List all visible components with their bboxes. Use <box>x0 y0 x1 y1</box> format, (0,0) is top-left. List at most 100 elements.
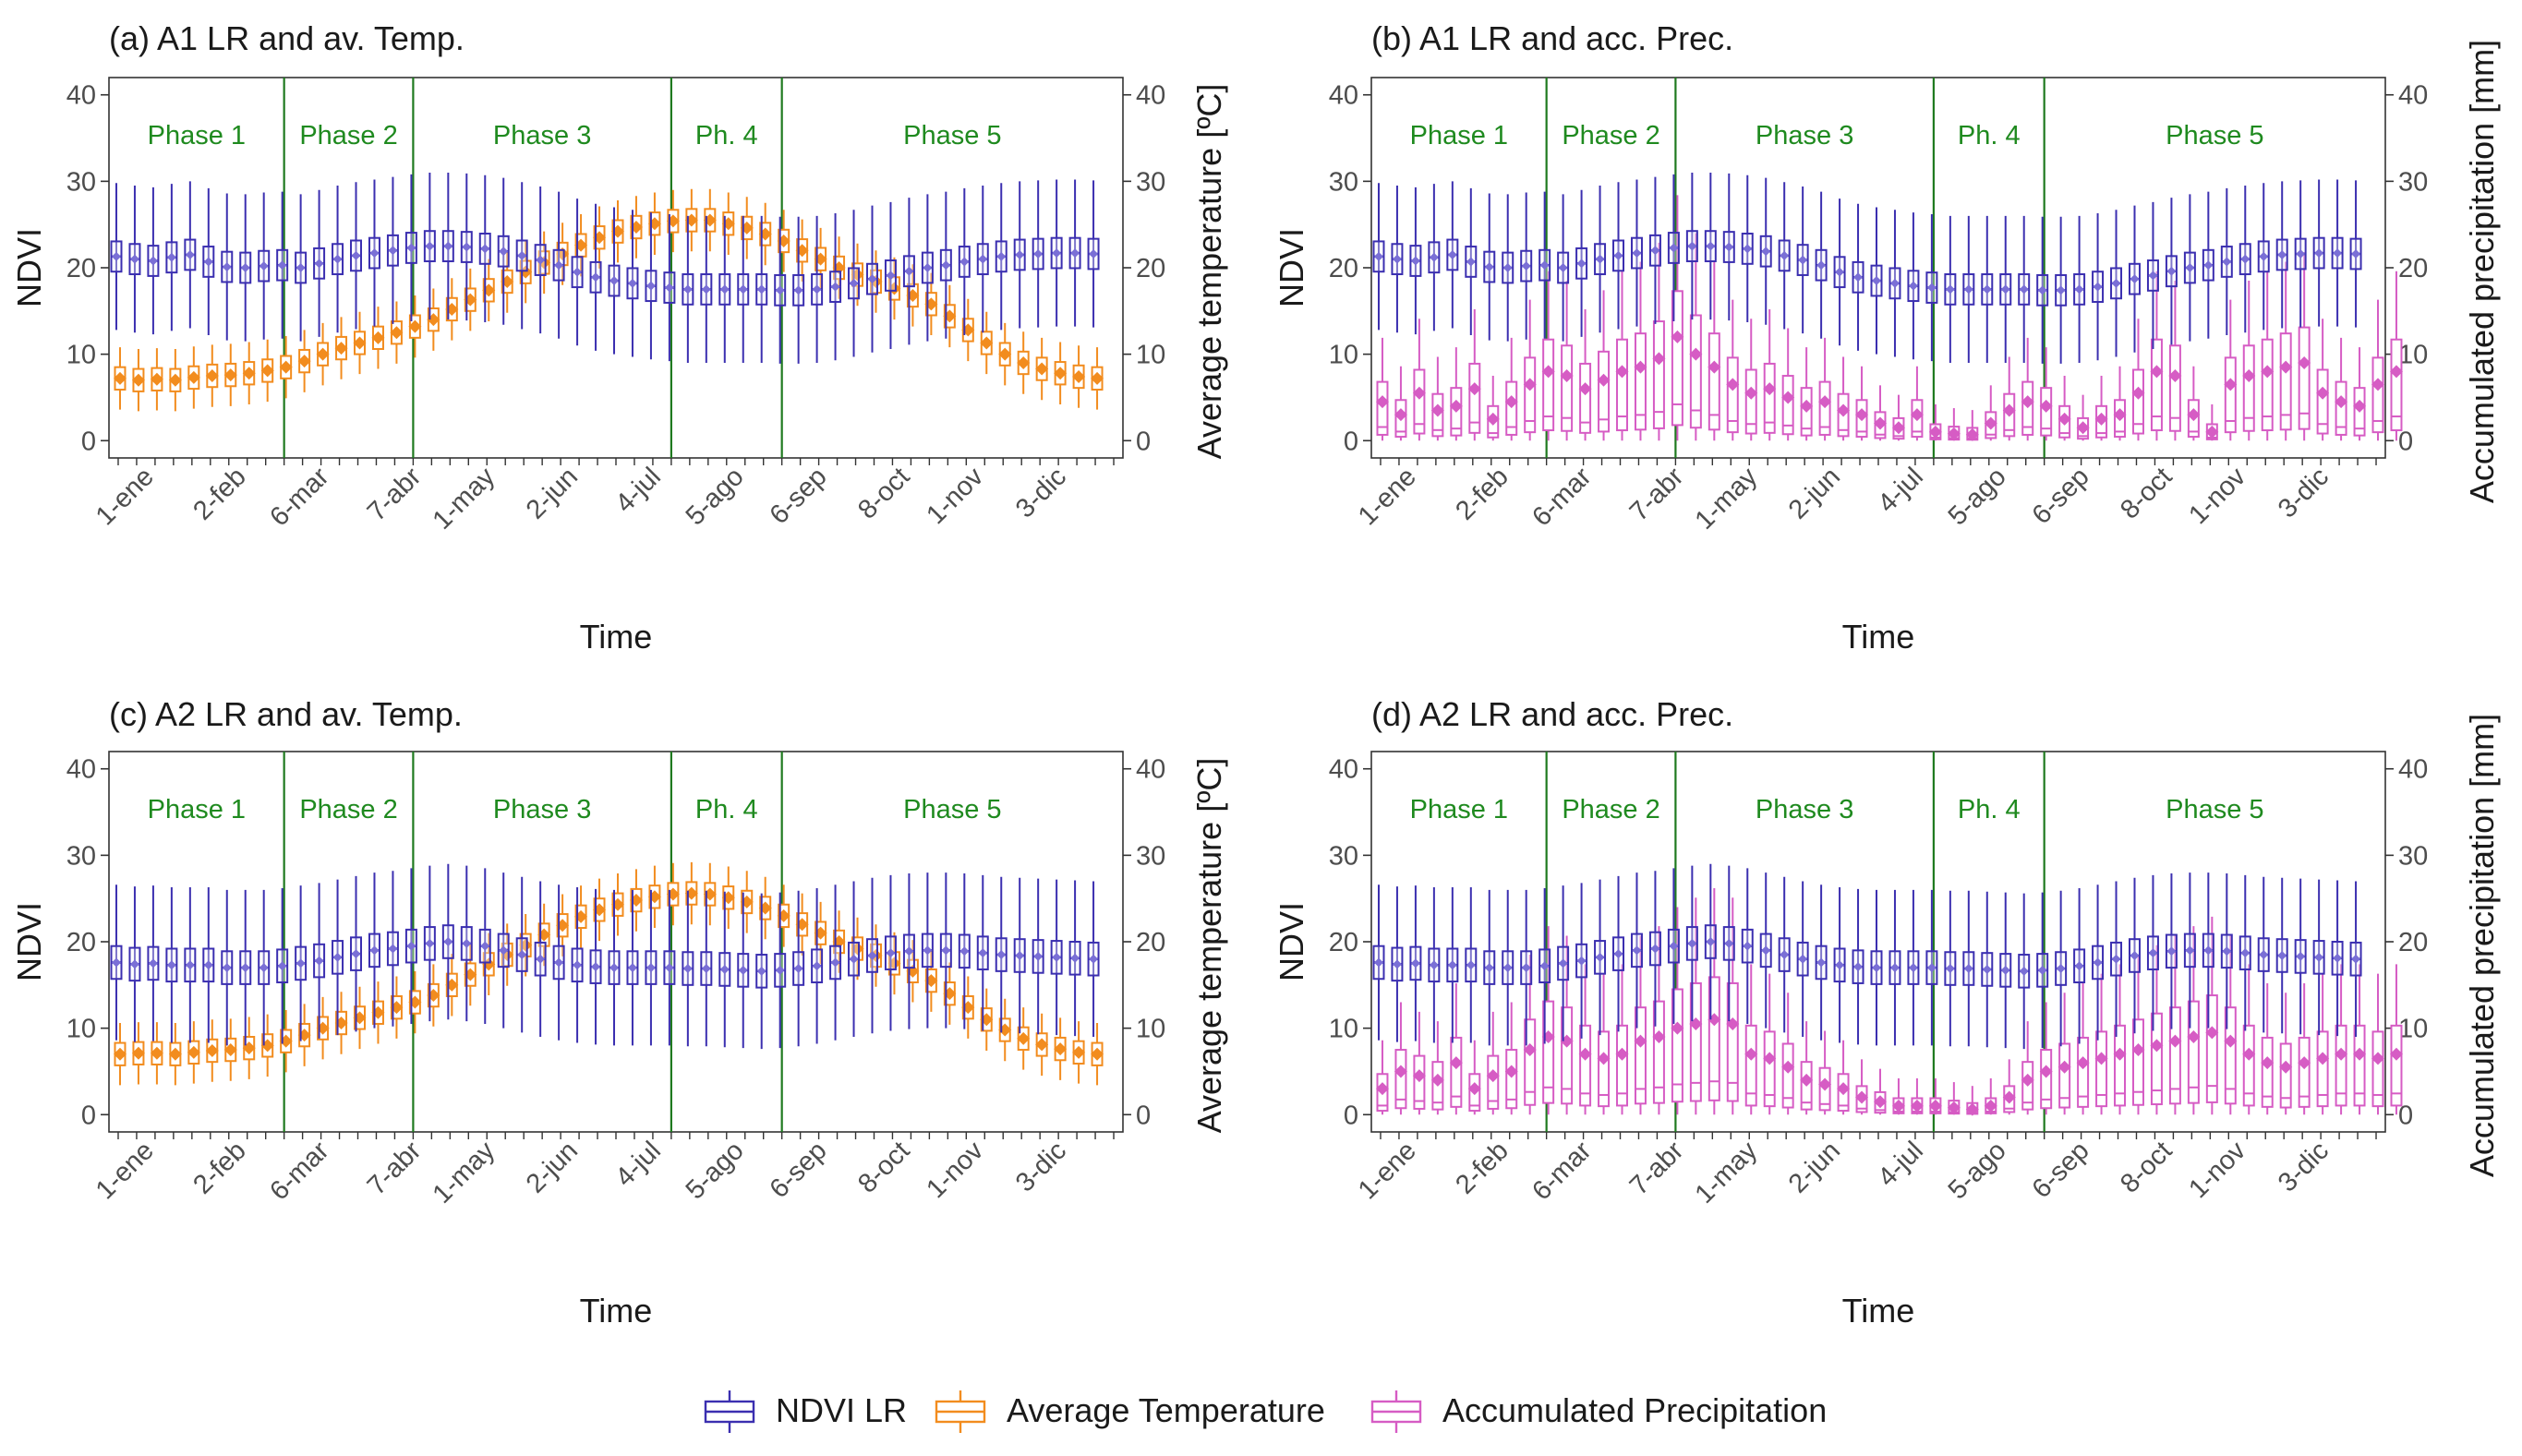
ndvi-mean-d <box>1724 938 1734 948</box>
ndvi-mean-c <box>664 963 674 973</box>
ndvi-mean-c <box>222 963 232 973</box>
ndvi-mean-c <box>554 957 564 968</box>
ndvi-mean-b <box>1632 248 1642 259</box>
ndvi-mean-b <box>2000 284 2010 295</box>
secondary-mean-d <box>2113 1047 2127 1061</box>
ndvi-mean-a <box>240 263 250 272</box>
ndvi-mean-d <box>1373 957 1383 968</box>
y2-axis-label-d: Accumulated precipitation [mm] <box>2463 714 2501 1177</box>
ndvi-mean-d <box>2351 954 2361 964</box>
secondary-box-d <box>2353 1024 2366 1107</box>
secondary-mean-d <box>1430 1073 1444 1087</box>
ndvi-mean-c <box>719 964 730 974</box>
ndvi-mean-b <box>1780 250 1790 260</box>
y2-tick-label-b: 30 <box>2398 167 2428 197</box>
secondary-mean-d <box>2039 1065 2053 1078</box>
ndvi-mean-b <box>1724 242 1734 252</box>
secondary-mean-b <box>1855 408 1869 422</box>
ndvi-mean-d <box>2074 961 2084 971</box>
secondary-mean-b <box>1818 395 1832 409</box>
secondary-mean-a <box>353 336 367 350</box>
secondary-mean-a <box>223 368 237 382</box>
ndvi-mean-d <box>2333 953 2343 963</box>
secondary-mean-d <box>1891 1099 1905 1113</box>
secondary-mean-c <box>1072 1045 1086 1059</box>
ndvi-mean-c <box>1033 951 1044 961</box>
secondary-mean-c <box>187 1045 200 1059</box>
y2-tick-label-a: 0 <box>1136 427 1151 456</box>
ndvi-mean-d <box>2296 951 2306 961</box>
secondary-box-d <box>1542 1000 1555 1104</box>
secondary-box-d <box>2242 1024 2255 1107</box>
ndvi-mean-c <box>573 960 583 970</box>
ndvi-mean-c <box>185 960 195 970</box>
ndvi-mean-a <box>959 257 970 267</box>
secondary-box-b <box>1744 368 1757 435</box>
ndvi-mean-a <box>499 247 509 257</box>
secondary-mean-b <box>2094 412 2108 426</box>
secondary-mean-d <box>1873 1095 1887 1109</box>
y-tick-label-a: 20 <box>66 254 96 283</box>
ndvi-mean-d <box>1521 963 1531 973</box>
legend-item-precipitation: Accumulated Precipitation <box>1370 1390 1827 1433</box>
ndvi-mean-a <box>443 241 453 251</box>
secondary-mean-d <box>2353 1047 2367 1061</box>
secondary-mean-d <box>2094 1052 2108 1065</box>
ndvi-mean-b <box>2259 251 2269 261</box>
ndvi-mean-a <box>351 250 361 260</box>
secondary-box-b <box>2298 326 2311 430</box>
secondary-box-d <box>2279 1042 2292 1109</box>
secondary-box-d <box>1616 1024 1628 1107</box>
secondary-box-d <box>2224 1006 2237 1105</box>
ndvi-mean-d <box>2019 966 2029 976</box>
secondary-mean-d <box>1597 1052 1611 1065</box>
y2-tick-label-b: 10 <box>2398 341 2428 370</box>
panel-title-d: (d) A2 LR and acc. Prec. <box>1371 695 1733 733</box>
ndvi-mean-b <box>1669 243 1679 253</box>
ndvi-mean-b <box>2093 282 2103 292</box>
ndvi-mean-d <box>2166 946 2177 957</box>
y-tick-label-c: 10 <box>66 1015 96 1044</box>
secondary-mean-b <box>1652 352 1666 366</box>
secondary-mean-a <box>998 347 1012 361</box>
ndvi-mean-a <box>849 278 859 288</box>
secondary-mean-d <box>1928 1099 1942 1113</box>
secondary-mean-c <box>168 1047 182 1061</box>
ndvi-mean-c <box>867 950 877 960</box>
y2-tick-label-d: 40 <box>2398 755 2428 785</box>
secondary-mean-b <box>1910 408 1924 422</box>
secondary-mean-a <box>390 326 404 340</box>
secondary-mean-a <box>1091 371 1104 385</box>
ndvi-mean-b <box>1484 262 1494 272</box>
secondary-mean-a <box>131 373 145 387</box>
secondary-mean-b <box>2371 378 2385 391</box>
ndvi-mean-c <box>314 956 324 966</box>
ndvi-mean-a <box>978 254 988 264</box>
ndvi-mean-b <box>1392 254 1402 264</box>
ndvi-mean-c <box>812 961 822 971</box>
legend-label-ndvi: NDVI LR <box>776 1391 907 1429</box>
secondary-mean-d <box>1800 1073 1814 1087</box>
ndvi-mean-b <box>1982 284 1992 295</box>
phase-label-a: Phase 5 <box>903 121 1001 150</box>
ndvi-mean-a <box>941 260 951 271</box>
y2-tick-label-c: 0 <box>1136 1101 1151 1130</box>
ndvi-mean-a <box>812 284 822 295</box>
secondary-mean-b <box>1781 391 1795 404</box>
y-tick-label-b: 40 <box>1329 81 1358 111</box>
secondary-mean-b <box>1891 421 1905 435</box>
secondary-box-b <box>2390 338 2403 432</box>
secondary-mean-b <box>2242 369 2256 383</box>
ndvi-mean-a <box>646 281 656 291</box>
ndvi-mean-d <box>1613 949 1623 959</box>
phase-label-c: Phase 1 <box>148 795 246 824</box>
secondary-box-b <box>1763 362 1776 434</box>
ndvi-mean-a <box>277 260 287 271</box>
secondary-box-d <box>2114 1024 2127 1107</box>
ndvi-mean-c <box>904 946 914 957</box>
secondary-mean-a <box>279 360 293 374</box>
ndvi-mean-d <box>1982 964 1992 974</box>
ndvi-mean-d <box>2130 950 2140 960</box>
secondary-mean-a <box>334 342 348 355</box>
